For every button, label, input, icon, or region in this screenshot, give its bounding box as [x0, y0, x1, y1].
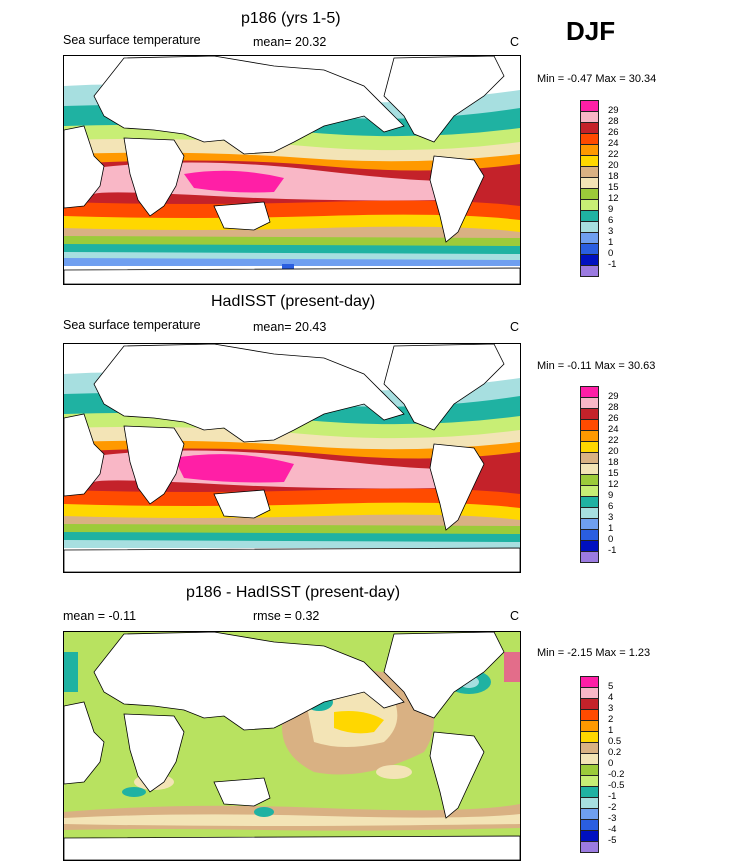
colorbar-tick-label: 20: [608, 446, 619, 457]
colorbar-tick-label: 26: [608, 413, 619, 424]
colorbar-tick-label: 12: [608, 193, 619, 204]
panel-1-map: [63, 55, 521, 285]
sst-warm-pool-core: [184, 170, 284, 193]
panel-2-variable-label: Sea surface temperature: [63, 318, 201, 332]
colorbar-tick-label: -0.5: [608, 780, 625, 791]
panel-1-colorbar: 29 28 26 24 22 20 18 15 12 9 6 3 1 0 -1: [580, 100, 640, 280]
colorbar-tick-label: 1: [608, 237, 614, 248]
panel-2-title: HadISST (present-day): [211, 293, 376, 310]
colorbar-tick-label: 3: [608, 226, 614, 237]
colorbar-tick-label: -0.2: [608, 769, 625, 780]
panel-3-title: p186 - HadISST (present-day): [186, 584, 401, 601]
colorbar-tick-label: 15: [608, 182, 619, 193]
colorbar-tick-label: 0: [608, 758, 614, 769]
colorbar-tick-label: 24: [608, 424, 619, 435]
panel-3-map: [63, 631, 521, 861]
colorbar-tick-label: 18: [608, 457, 619, 468]
colorbar-swatch: [580, 841, 599, 853]
colorbar-tick-label: 1: [608, 725, 614, 736]
sst-band-polar-south: [64, 252, 520, 260]
colorbar-tick-label: -3: [608, 813, 617, 824]
colorbar-tick-label: 0.2: [608, 747, 622, 758]
colorbar-tick-label: 29: [608, 105, 619, 116]
colorbar-tick-label: 0: [608, 534, 614, 545]
colorbar-tick-label: 3: [608, 703, 614, 714]
colorbar-tick-label: 4: [608, 692, 614, 703]
colorbar-tick-label: 22: [608, 435, 619, 446]
colorbar-tick-label: 28: [608, 402, 619, 413]
colorbar-tick-label: 2: [608, 714, 614, 725]
continent-outlines: [64, 56, 520, 284]
colorbar-tick-label: -4: [608, 824, 617, 835]
colorbar-tick-label: -5: [608, 835, 617, 846]
panel-1-variable-label: Sea surface temperature: [63, 33, 201, 47]
colorbar-tick-label: 18: [608, 171, 619, 182]
colorbar-tick-label: 9: [608, 204, 614, 215]
colorbar-tick-label: 5: [608, 681, 614, 692]
colorbar-tick-label: 20: [608, 160, 619, 171]
colorbar-tick-label: 15: [608, 468, 619, 479]
colorbar-tick-label: 22: [608, 149, 619, 160]
panel-2-colorbar: 29 28 26 24 22 20 18 15 12 9 6 3 1 0 -1: [580, 386, 640, 566]
colorbar-tick-label: -1: [608, 545, 617, 556]
colorbar-tick-label: -2: [608, 802, 617, 813]
panel-1-title: p186 (yrs 1-5): [241, 10, 341, 27]
colorbar-tick-label: -1: [608, 259, 617, 270]
colorbar-tick-label: 1: [608, 523, 614, 534]
colorbar-tick-label: 6: [608, 501, 614, 512]
season-label: DJF: [566, 16, 616, 46]
panel-1-mean-label: mean= 20.32: [253, 35, 327, 49]
panel-1-minmax: Min = -0.47 Max = 30.34: [537, 73, 657, 85]
panel-3-colorbar: 5 4 3 2 1 0.5 0.2 0 -0.2 -0.5 -1 -2 -3 -4 -5: [580, 676, 640, 856]
colorbar-tick-label: -1: [608, 791, 617, 802]
panel-3-mean-label: mean = -0.11: [63, 609, 137, 623]
colorbar-tick-label: 26: [608, 127, 619, 138]
colorbar-tick-label: 9: [608, 490, 614, 501]
colorbar-tick-label: 0.5: [608, 736, 622, 747]
panel-1-unit-label: C: [510, 35, 520, 49]
colorbar-tick-label: 3: [608, 512, 614, 523]
colorbar-tick-label: 28: [608, 116, 619, 127]
panel-2-minmax: Min = -0.11 Max = 30.63: [537, 360, 656, 372]
panel-2-mean-label: mean= 20.43: [253, 320, 327, 334]
panel-3-rmse-label: rmse = 0.32: [253, 609, 320, 623]
colorbar-tick-label: 12: [608, 479, 619, 490]
colorbar-swatch: [580, 551, 599, 563]
colorbar-tick-label: 24: [608, 138, 619, 149]
colorbar-tick-label: 29: [608, 391, 619, 402]
colorbar-swatch: [580, 265, 599, 277]
sst-band-cold-south: [64, 244, 520, 254]
sst-band-cool-south: [64, 236, 520, 246]
panel-2-unit-label: C: [510, 320, 520, 334]
panel-3-minmax: Min = -2.15 Max = 1.23: [537, 647, 651, 659]
panel-2-map: [63, 343, 521, 573]
colorbar-tick-label: 6: [608, 215, 614, 226]
sst-band-ice-south: [64, 258, 520, 266]
colorbar-tick-label: 0: [608, 248, 614, 259]
sst-cold-patch: [282, 264, 294, 270]
panel-3-unit-label: C: [510, 609, 520, 623]
